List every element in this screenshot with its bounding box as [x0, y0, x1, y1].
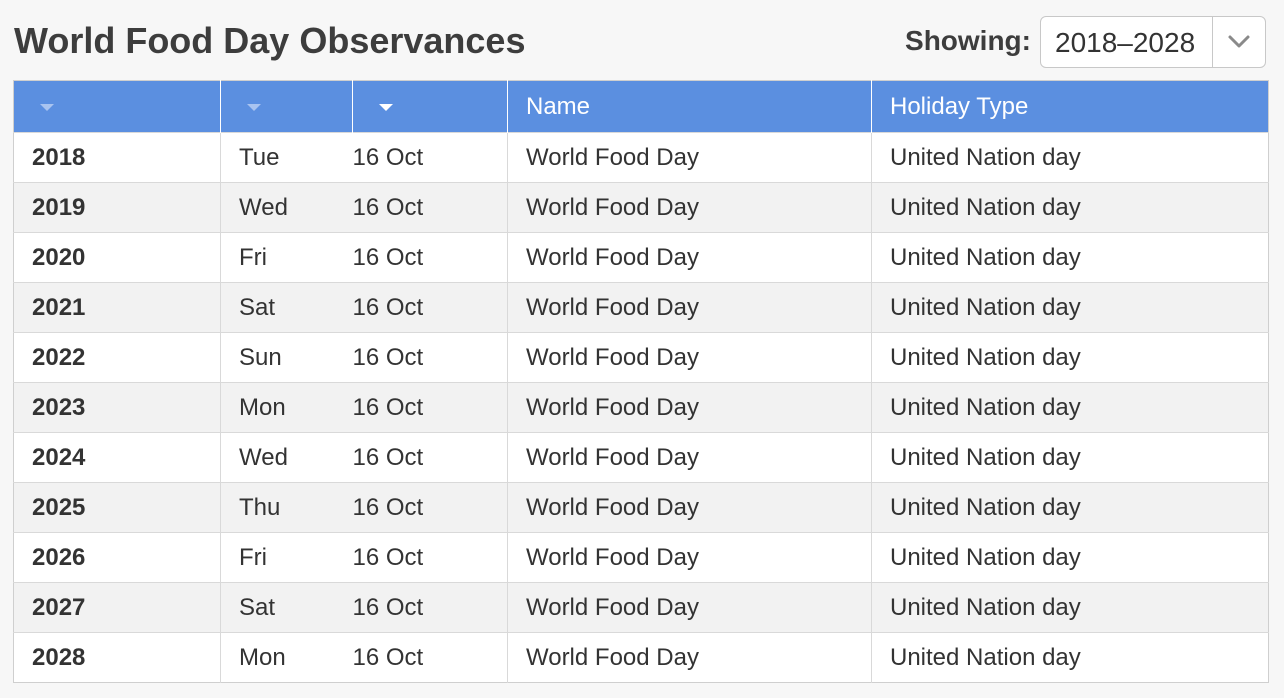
name-cell: World Food Day: [507, 632, 872, 683]
weekday-cell: Fri: [220, 532, 353, 583]
table-row: 2019 Wed 16 Oct World Food Day United Nation…: [13, 182, 1269, 233]
table-header-row: Name Holiday Type: [13, 80, 1269, 133]
weekday-cell: Wed: [220, 182, 353, 233]
name-cell: World Food Day: [507, 382, 872, 433]
year-range-value: 2018–2028: [1055, 27, 1196, 58]
date-cell: 16 Oct: [352, 332, 508, 383]
column-header-type[interactable]: Holiday Type: [890, 92, 1029, 120]
holiday-type-cell: United Nation day: [871, 332, 1269, 383]
year-cell: 2018: [13, 132, 221, 183]
date-cell: 16 Oct: [352, 232, 508, 283]
year-cell: 2028: [13, 632, 221, 683]
year-cell: 2019: [13, 182, 221, 233]
date-cell: 16 Oct: [352, 582, 508, 633]
date-cell: 16 Oct: [352, 482, 508, 533]
column-header-year[interactable]: [13, 80, 221, 133]
year-cell: 2026: [13, 532, 221, 583]
column-header-name[interactable]: Name: [507, 80, 872, 133]
date-cell: 16 Oct: [352, 182, 508, 233]
holiday-type-cell: United Nation day: [871, 482, 1269, 533]
page-header: World Food Day Observances Showing: 2018…: [0, 0, 1284, 80]
table-row: 2022 Sun 16 Oct World Food Day United Nation…: [13, 332, 1269, 383]
weekday-cell: Thu: [220, 482, 353, 533]
observances-table: Name Holiday Type 2018 Tue 16 Oct World Foo…: [13, 80, 1269, 683]
holiday-type-cell: United Nation day: [871, 382, 1269, 433]
date-cell: 16 Oct: [352, 132, 508, 183]
year-cell: 2020: [13, 232, 221, 283]
name-cell: World Food Day: [507, 282, 872, 333]
name-cell: World Food Day: [507, 482, 872, 533]
name-cell: World Food Day: [507, 582, 872, 633]
year-cell: 2023: [13, 382, 221, 433]
holiday-type-cell: United Nation day: [871, 432, 1269, 483]
showing-label: Showing:: [905, 25, 1031, 56]
holiday-type-cell: United Nation day: [871, 132, 1269, 183]
holiday-type-cell: United Nation day: [871, 282, 1269, 333]
table-row: 2025 Thu 16 Oct World Food Day United Nation…: [13, 482, 1269, 533]
holiday-type-cell: United Nation day: [871, 532, 1269, 583]
weekday-cell: Fri: [220, 232, 353, 283]
date-cell: 16 Oct: [352, 282, 508, 333]
year-range-select[interactable]: 2018–2028: [1040, 16, 1266, 68]
name-cell: World Food Day: [507, 232, 872, 283]
holiday-type-cell: United Nation day: [871, 632, 1269, 683]
sort-arrow-icon: [40, 103, 54, 111]
holiday-type-cell: United Nation day: [871, 182, 1269, 233]
table-row: 2027 Sat 16 Oct World Food Day United Nation…: [13, 582, 1269, 633]
weekday-cell: Mon: [220, 632, 353, 683]
weekday-cell: Sun: [220, 332, 353, 383]
year-cell: 2025: [13, 482, 221, 533]
name-cell: World Food Day: [507, 132, 872, 183]
column-header-date[interactable]: [352, 80, 508, 133]
holiday-type-cell: United Nation day: [871, 582, 1269, 633]
table-row: 2021 Sat 16 Oct World Food Day United Nation…: [13, 282, 1269, 333]
table-row: 2020 Fri 16 Oct World Food Day United Nation…: [13, 232, 1269, 283]
weekday-cell: Sat: [220, 582, 353, 633]
weekday-cell: Sat: [220, 282, 353, 333]
sort-arrow-icon: [379, 103, 393, 111]
year-cell: 2027: [13, 582, 221, 633]
name-cell: World Food Day: [507, 182, 872, 233]
date-cell: 16 Oct: [352, 632, 508, 683]
weekday-cell: Tue: [220, 132, 353, 183]
name-cell: World Food Day: [507, 432, 872, 483]
table-row: 2028 Mon 16 Oct World Food Day United Nation…: [13, 632, 1269, 683]
weekday-cell: Mon: [220, 382, 353, 433]
column-header-weekday[interactable]: [220, 80, 353, 133]
date-cell: 16 Oct: [352, 382, 508, 433]
year-cell: 2021: [13, 282, 221, 333]
weekday-cell: Wed: [220, 432, 353, 483]
table-row: 2023 Mon 16 Oct World Food Day United Nation…: [13, 382, 1269, 433]
year-cell: 2022: [13, 332, 221, 383]
date-cell: 16 Oct: [352, 532, 508, 583]
sort-arrow-icon: [247, 103, 261, 111]
holiday-type-cell: United Nation day: [871, 232, 1269, 283]
table-row: 2024 Wed 16 Oct World Food Day United Nation…: [13, 432, 1269, 483]
dropdown-toggle[interactable]: [1212, 17, 1265, 67]
year-cell: 2024: [13, 432, 221, 483]
table-row: 2018 Tue 16 Oct World Food Day United Nation…: [13, 132, 1269, 183]
page-title: World Food Day Observances: [14, 20, 526, 61]
name-cell: World Food Day: [507, 532, 872, 583]
name-cell: World Food Day: [507, 332, 872, 383]
chevron-down-icon: [1228, 35, 1250, 48]
table-row: 2026 Fri 16 Oct World Food Day United Nation…: [13, 532, 1269, 583]
date-cell: 16 Oct: [352, 432, 508, 483]
